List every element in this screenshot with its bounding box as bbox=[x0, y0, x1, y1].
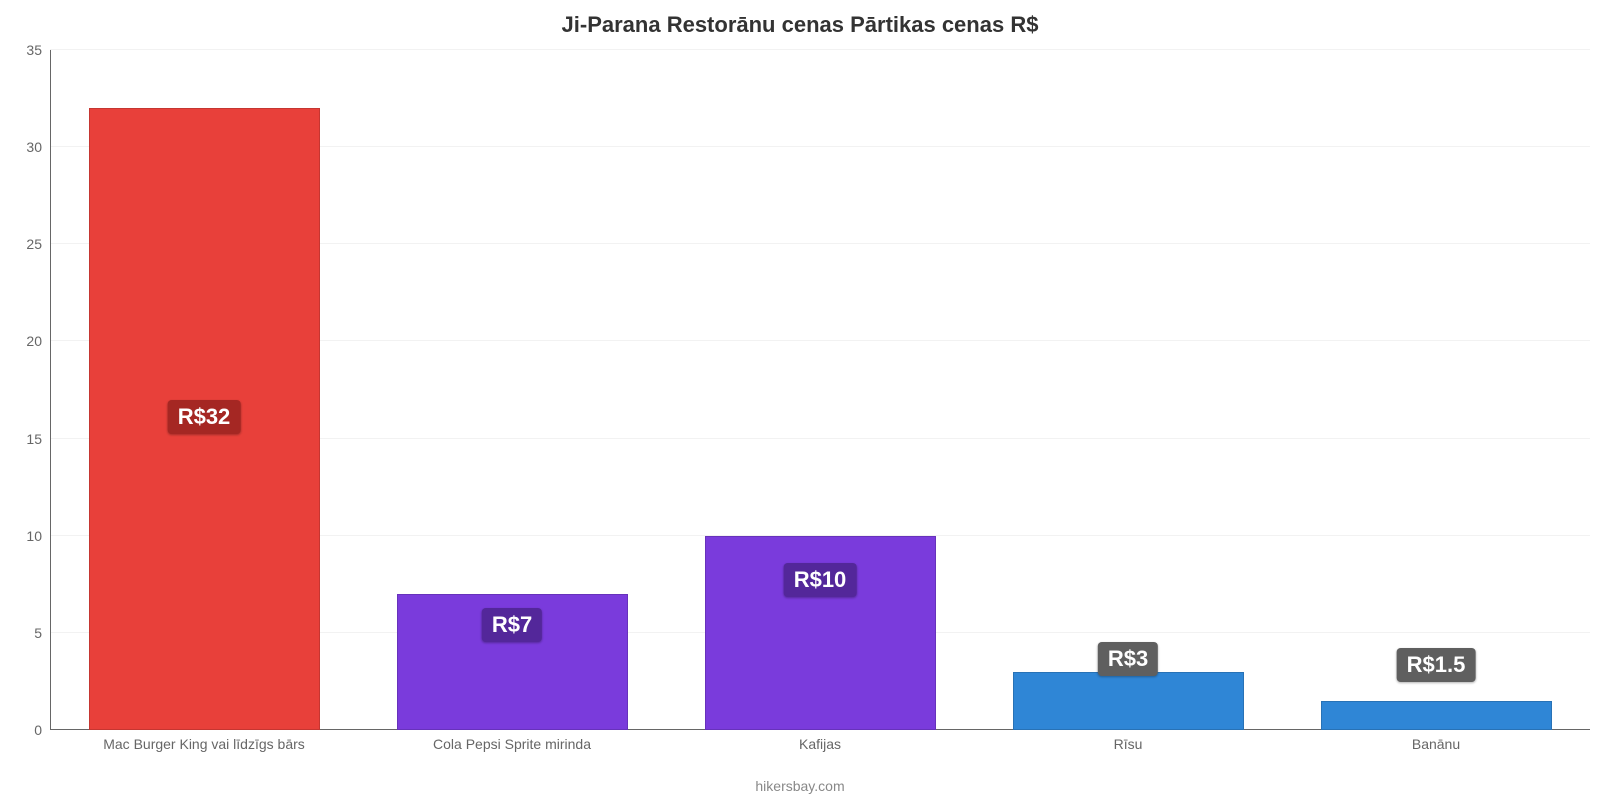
y-tick-label: 35 bbox=[26, 42, 42, 58]
bar-slot: R$3 bbox=[974, 50, 1282, 730]
x-tick-label: Cola Pepsi Sprite mirinda bbox=[358, 730, 666, 752]
attribution-text: hikersbay.com bbox=[0, 778, 1600, 794]
chart-plot-area: R$32R$7R$10R$3R$1.5 05101520253035 bbox=[50, 50, 1590, 730]
bar-value-label: R$1.5 bbox=[1397, 648, 1476, 682]
y-tick-label: 0 bbox=[34, 722, 42, 738]
bar-value-label: R$3 bbox=[1098, 642, 1158, 676]
bars-container: R$32 R$7 R$10 R$3 R$1.5 bbox=[50, 50, 1590, 730]
x-tick-label: Kafijas bbox=[666, 730, 974, 752]
bar-slot: R$32 bbox=[50, 50, 358, 730]
bar-value-label: R$10 bbox=[784, 563, 857, 597]
x-axis-labels: Mac Burger King vai līdzīgs bārsCola Pep… bbox=[50, 730, 1590, 752]
chart-title: Ji-Parana Restorānu cenas Pārtikas cenas… bbox=[0, 0, 1600, 38]
x-tick-label: Mac Burger King vai līdzīgs bārs bbox=[50, 730, 358, 752]
bar-slot: R$7 bbox=[358, 50, 666, 730]
bar bbox=[1321, 701, 1552, 730]
y-tick-label: 20 bbox=[26, 333, 42, 349]
plot-area: R$32 R$7 R$10 R$3 R$1.5 bbox=[50, 50, 1590, 730]
x-tick-label: Banānu bbox=[1282, 730, 1590, 752]
y-tick-label: 10 bbox=[26, 528, 42, 544]
y-tick-label: 5 bbox=[34, 625, 42, 641]
y-tick-label: 25 bbox=[26, 236, 42, 252]
bar bbox=[1013, 672, 1244, 730]
y-tick-label: 15 bbox=[26, 431, 42, 447]
x-tick-label: Rīsu bbox=[974, 730, 1282, 752]
bar-slot: R$10 bbox=[666, 50, 974, 730]
bar-value-label: R$32 bbox=[168, 400, 241, 434]
bar-slot: R$1.5 bbox=[1282, 50, 1590, 730]
bar-value-label: R$7 bbox=[482, 608, 542, 642]
y-tick-label: 30 bbox=[26, 139, 42, 155]
